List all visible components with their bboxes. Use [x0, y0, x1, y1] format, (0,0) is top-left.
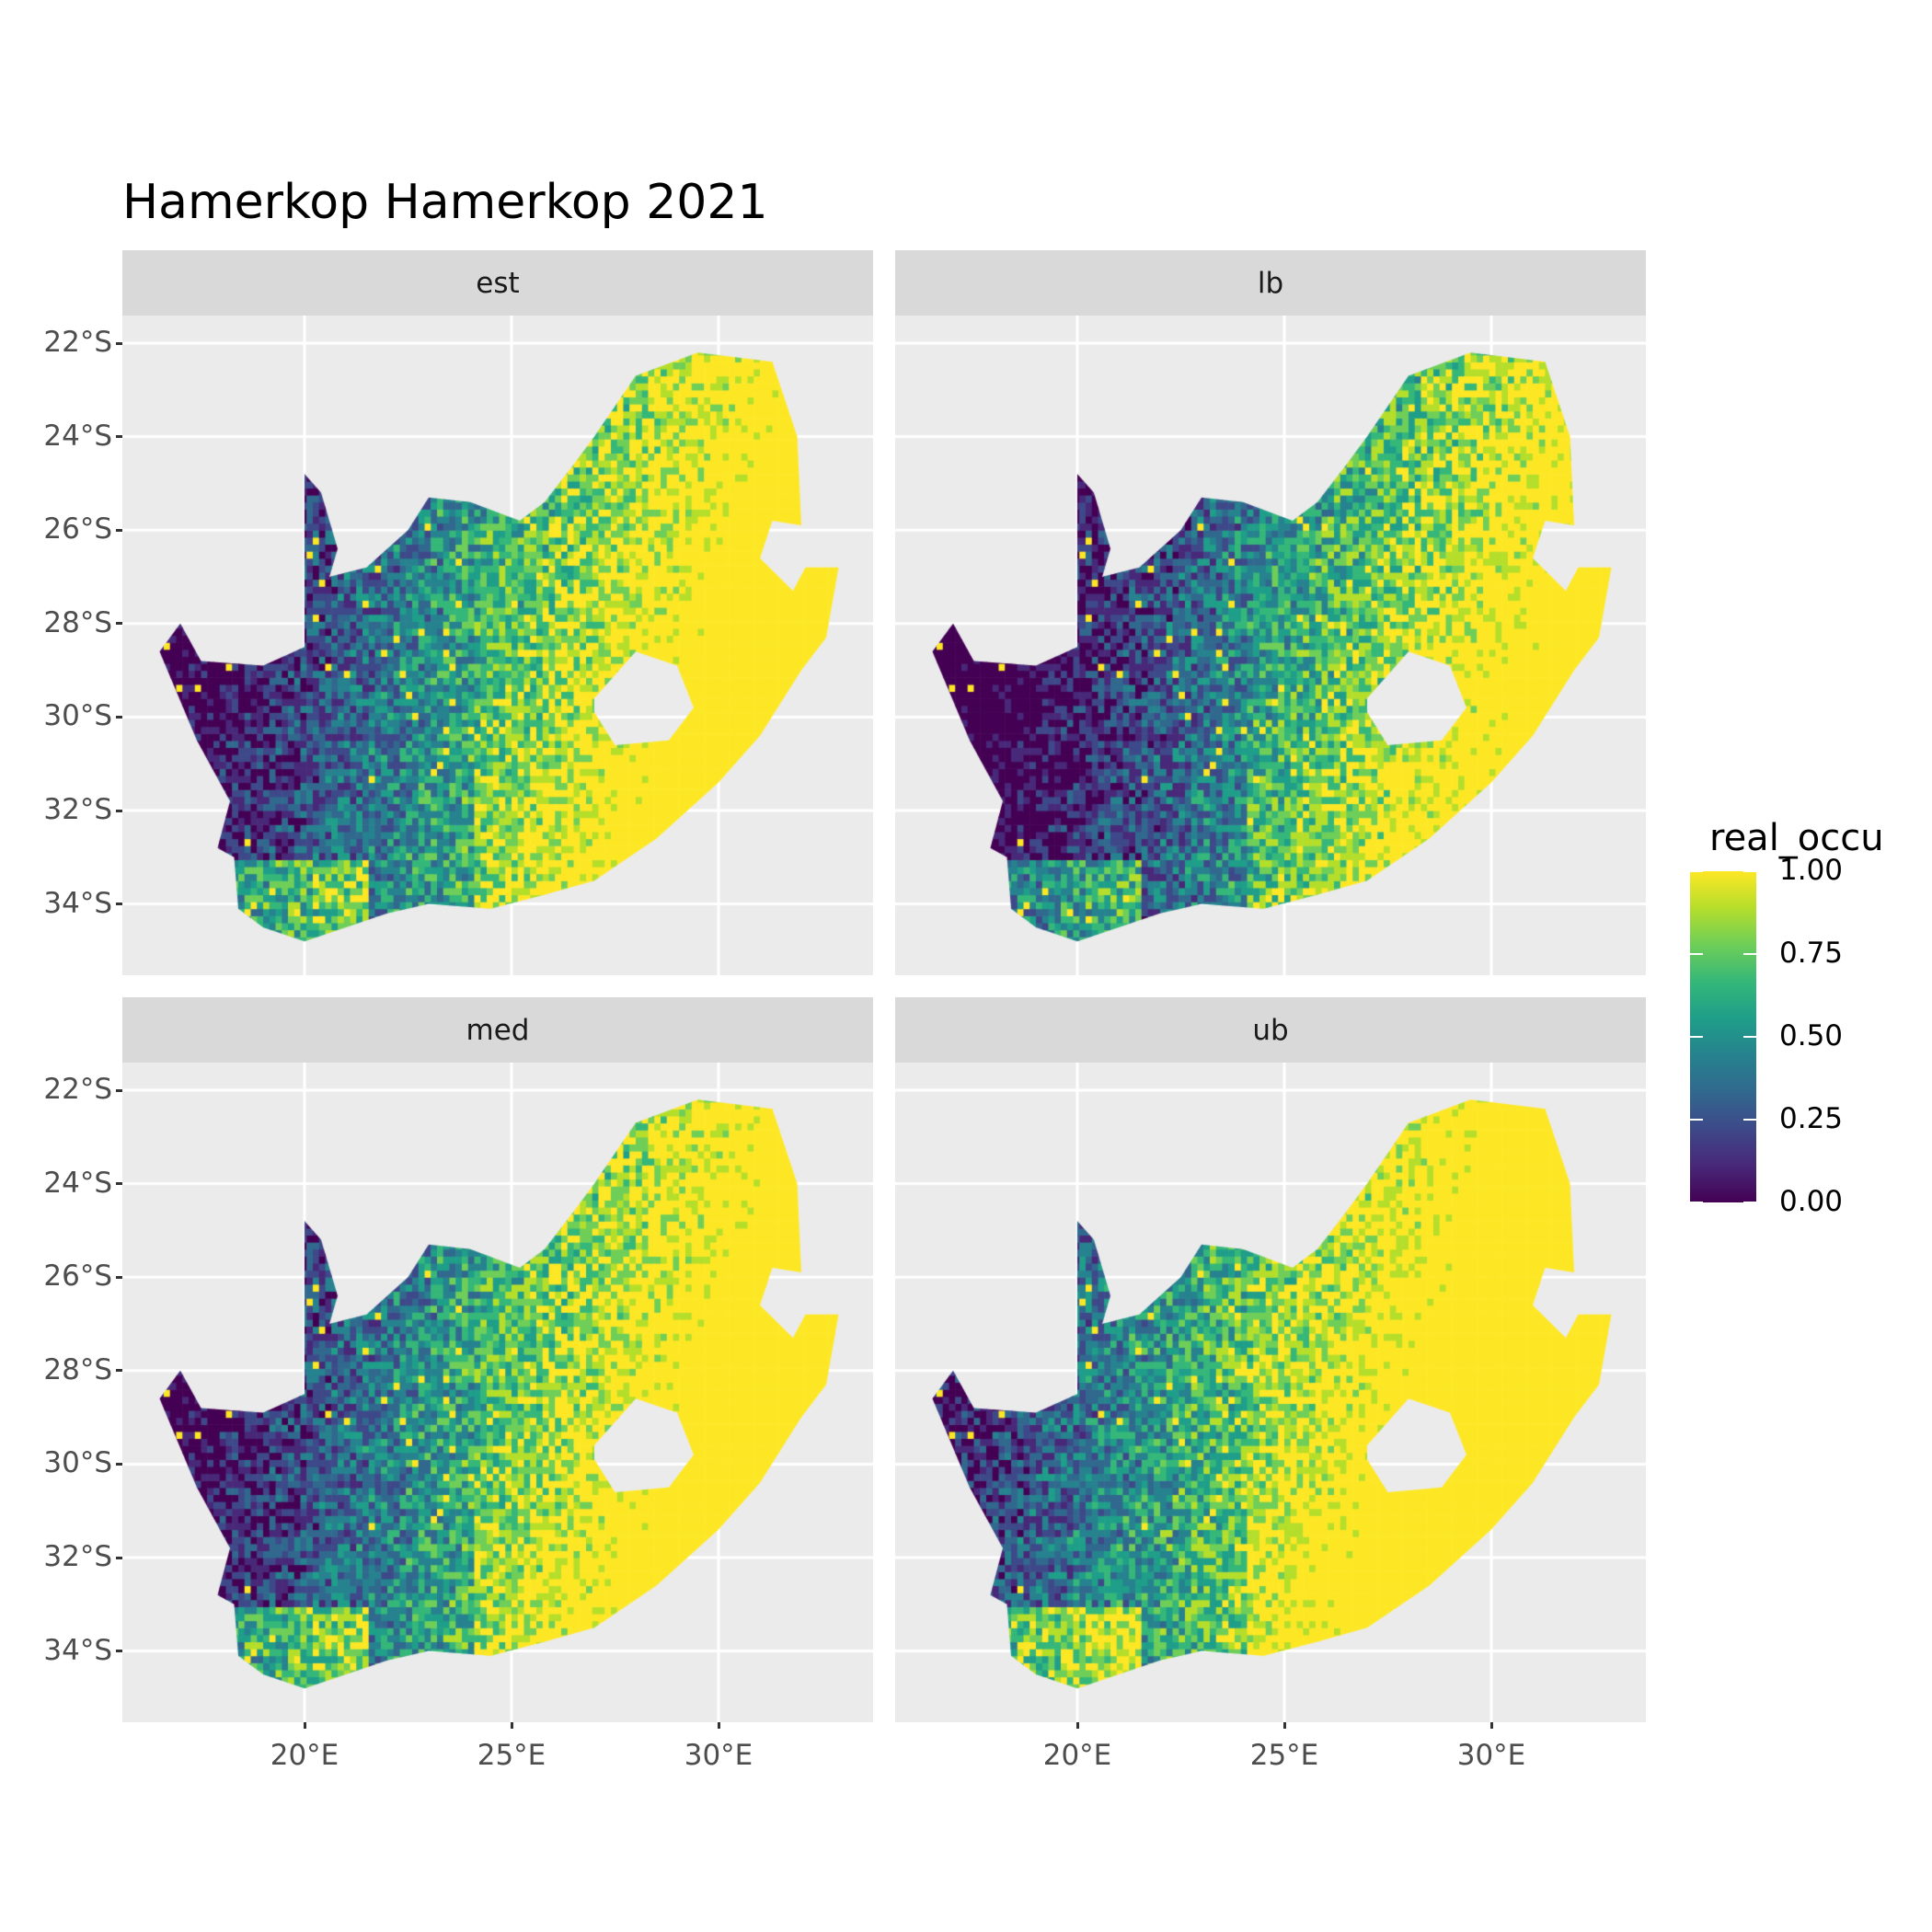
colorbar-label: 0.00 [1779, 1185, 1844, 1218]
facet-panel-lb [895, 316, 1646, 975]
x-tick-label: 20°E [270, 1739, 339, 1772]
facet-strip-med: med [122, 997, 873, 1063]
y-tick-label: 32°S [43, 793, 112, 826]
y-tick-mark [116, 903, 122, 906]
x-tick-label: 25°E [477, 1739, 546, 1772]
facet-strip-est: est [122, 250, 873, 316]
occupancy-raster-med [122, 1063, 873, 1722]
x-tick-mark [510, 1722, 513, 1729]
facet-panel-med [122, 1063, 873, 1722]
y-tick-mark [116, 1556, 122, 1559]
y-tick-label: 34°S [43, 886, 112, 920]
y-tick-label: 28°S [43, 605, 112, 639]
colorbar-tick [1743, 870, 1756, 872]
colorbar-tick [1743, 1202, 1756, 1203]
y-tick-mark [116, 1088, 122, 1092]
x-tick-mark [1075, 1722, 1079, 1729]
y-tick-label: 30°S [43, 1446, 112, 1480]
x-tick-label: 20°E [1042, 1739, 1112, 1772]
y-tick-mark [116, 528, 122, 532]
y-tick-label: 26°S [43, 1259, 112, 1294]
colorbar-tick [1690, 1119, 1703, 1121]
colorbar-label: 0.75 [1779, 937, 1844, 970]
chart-title: Hamerkop Hamerkop 2021 [122, 175, 768, 230]
y-tick-label: 32°S [43, 1540, 112, 1573]
facet-strip-lb: lb [895, 250, 1646, 316]
colorbar-tick [1690, 870, 1703, 872]
x-tick-label: 30°E [1456, 1739, 1526, 1772]
y-tick-mark [116, 809, 122, 812]
y-tick-label: 24°S [43, 419, 112, 453]
facet-panel-ub [895, 1063, 1646, 1722]
colorbar-tick [1690, 1202, 1703, 1203]
y-tick-label: 34°S [43, 1633, 112, 1667]
y-tick-mark [116, 435, 122, 439]
colorbar-tick [1690, 1036, 1703, 1038]
y-tick-mark [116, 1462, 122, 1466]
colorbar-label: 1.00 [1779, 854, 1844, 887]
facet-strip-ub: ub [895, 997, 1646, 1063]
colorbar-tick [1690, 953, 1703, 955]
x-tick-label: 30°E [684, 1739, 753, 1772]
colorbar-tick [1743, 1119, 1756, 1121]
y-tick-label: 30°S [43, 699, 112, 733]
colorbar-label: 0.50 [1779, 1019, 1844, 1052]
occupancy-raster-lb [895, 316, 1646, 975]
colorbar-tick [1743, 1036, 1756, 1038]
y-tick-mark [116, 622, 122, 626]
y-tick-mark [116, 1369, 122, 1373]
y-tick-label: 22°S [43, 1073, 112, 1106]
x-tick-mark [303, 1722, 306, 1729]
x-tick-mark [1489, 1722, 1493, 1729]
legend-title: real_occu [1709, 817, 1884, 859]
y-tick-label: 26°S [43, 512, 112, 546]
y-tick-mark [116, 1182, 122, 1186]
occupancy-raster-ub [895, 1063, 1646, 1722]
y-tick-mark [116, 1275, 122, 1279]
x-tick-mark [1282, 1722, 1286, 1729]
x-tick-label: 25°E [1249, 1739, 1319, 1772]
y-tick-label: 22°S [43, 326, 112, 359]
y-tick-label: 24°S [43, 1166, 112, 1200]
y-tick-mark [116, 715, 122, 719]
colorbar-tick [1743, 953, 1756, 955]
y-tick-mark [116, 341, 122, 345]
x-tick-mark [717, 1722, 720, 1729]
colorbar-label: 0.25 [1779, 1102, 1844, 1135]
y-tick-label: 28°S [43, 1352, 112, 1386]
y-tick-mark [116, 1650, 122, 1653]
occupancy-raster-est [122, 316, 873, 975]
facet-panel-est [122, 316, 873, 975]
